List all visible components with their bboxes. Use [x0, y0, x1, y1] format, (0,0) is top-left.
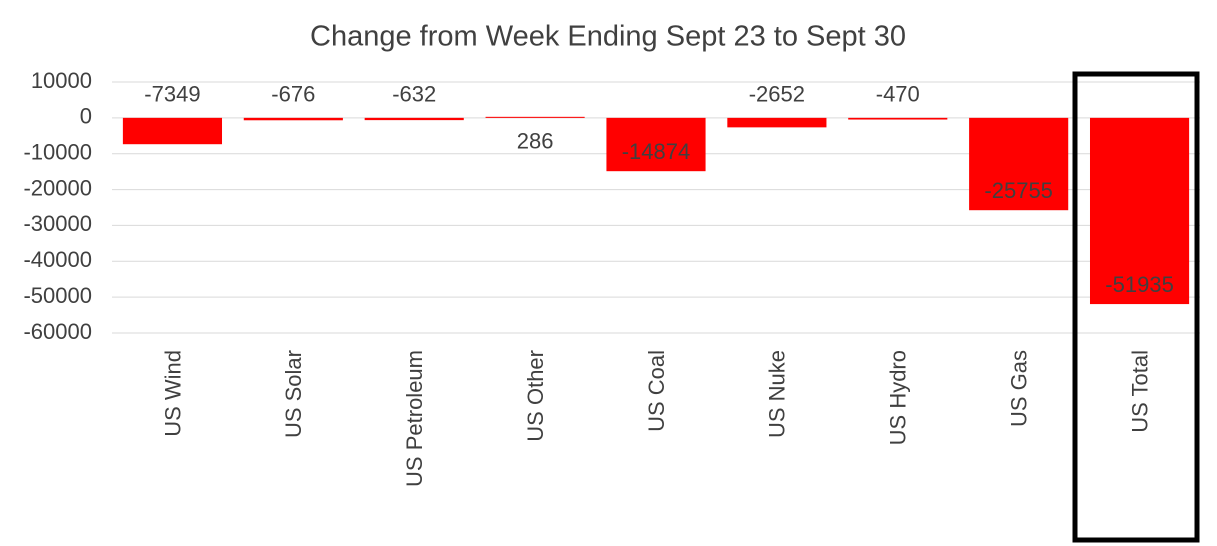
data-label: -470 [876, 82, 920, 107]
x-tick-label: US Nuke [765, 350, 790, 438]
x-tick-label: US Hydro [886, 350, 911, 445]
data-label: -7349 [144, 82, 200, 107]
y-tick-label: 10000 [31, 68, 92, 93]
highlight-box [1072, 71, 1200, 543]
x-tick-label: US Wind [160, 350, 185, 437]
y-tick-label: -10000 [23, 140, 92, 165]
y-tick-label: -20000 [23, 175, 92, 200]
bar [848, 117, 948, 120]
bar [1089, 117, 1190, 305]
bar [606, 117, 706, 172]
data-label: 286 [517, 129, 554, 154]
x-tick-label: US Total [1127, 350, 1152, 433]
x-tick-label: US Solar [281, 350, 306, 438]
x-tick-label: US Other [523, 350, 548, 442]
data-label: -632 [392, 82, 436, 107]
bar [727, 117, 827, 128]
data-label: -2652 [749, 82, 805, 107]
bar [969, 117, 1069, 211]
bar [485, 116, 585, 118]
data-label: -51935 [1105, 272, 1174, 297]
x-tick-label: US Coal [644, 350, 669, 432]
y-tick-label: -30000 [23, 211, 92, 236]
bar [243, 117, 343, 121]
data-label: -25755 [984, 178, 1053, 203]
y-tick-label: 0 [80, 104, 92, 129]
chart-title: Change from Week Ending Sept 23 to Sept … [310, 21, 906, 53]
y-tick-label: -40000 [23, 247, 92, 272]
x-tick-label: US Petroleum [402, 350, 427, 487]
y-tick-label: -60000 [23, 319, 92, 344]
bar [364, 117, 464, 121]
data-label: -14874 [622, 139, 691, 164]
bar [122, 117, 223, 145]
data-label: -676 [271, 82, 315, 107]
y-tick-label: -50000 [23, 283, 92, 308]
x-tick-label: US Gas [1006, 350, 1031, 427]
